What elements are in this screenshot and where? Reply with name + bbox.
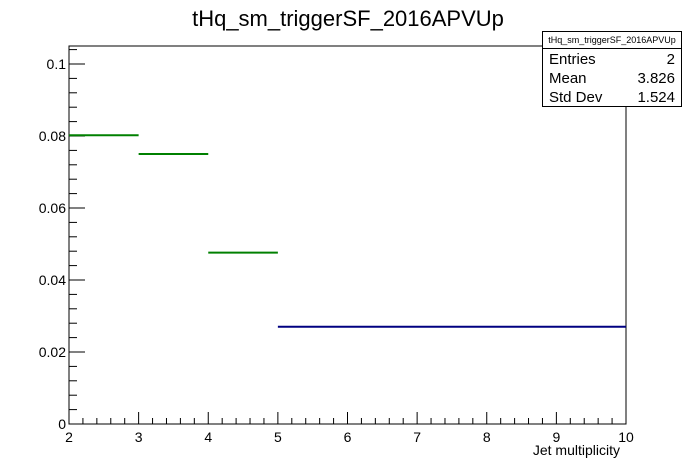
x-axis-label: Jet multiplicity: [533, 442, 620, 458]
x-tick-label: 10: [618, 429, 634, 445]
x-tick-label: 2: [65, 429, 73, 445]
x-tick-label: 6: [344, 429, 352, 445]
histogram-bins: [69, 134, 626, 328]
y-tick-label: 0.04: [39, 272, 66, 288]
y-tick-label: 0.06: [39, 200, 66, 216]
stats-label: Std Dev: [549, 89, 603, 106]
stats-title: tHq_sm_triggerSF_2016APVUp: [543, 32, 681, 49]
x-tick-label: 4: [204, 429, 212, 445]
stats-box: tHq_sm_triggerSF_2016APVUp Entries 2 Mea…: [542, 31, 682, 107]
axes: 2 3 4 5 6 7 8 9 10 0 0.02 0.04 0.06 0.08 0.1: [39, 49, 634, 445]
stats-value: 1.524: [637, 89, 675, 106]
y-tick-label: 0.08: [39, 128, 66, 144]
stats-row-stddev: Std Dev 1.524: [549, 88, 675, 107]
stats-label: Entries: [549, 51, 596, 68]
stats-row-mean: Mean 3.826: [549, 69, 675, 88]
x-tick-label: 8: [483, 429, 491, 445]
x-tick-label: 5: [274, 429, 282, 445]
x-tick-label: 9: [552, 429, 560, 445]
stats-value: 3.826: [637, 70, 675, 87]
stats-value: 2: [666, 51, 675, 68]
y-tick-label: 0.02: [39, 344, 66, 360]
x-tick-label: 7: [413, 429, 421, 445]
y-tick-label: 0: [58, 416, 66, 432]
x-tick-label: 3: [135, 429, 143, 445]
stats-row-entries: Entries 2: [549, 50, 675, 69]
stats-label: Mean: [549, 70, 587, 87]
chart-title: tHq_sm_triggerSF_2016APVUp: [192, 6, 504, 31]
y-tick-label: 0.1: [47, 56, 67, 72]
